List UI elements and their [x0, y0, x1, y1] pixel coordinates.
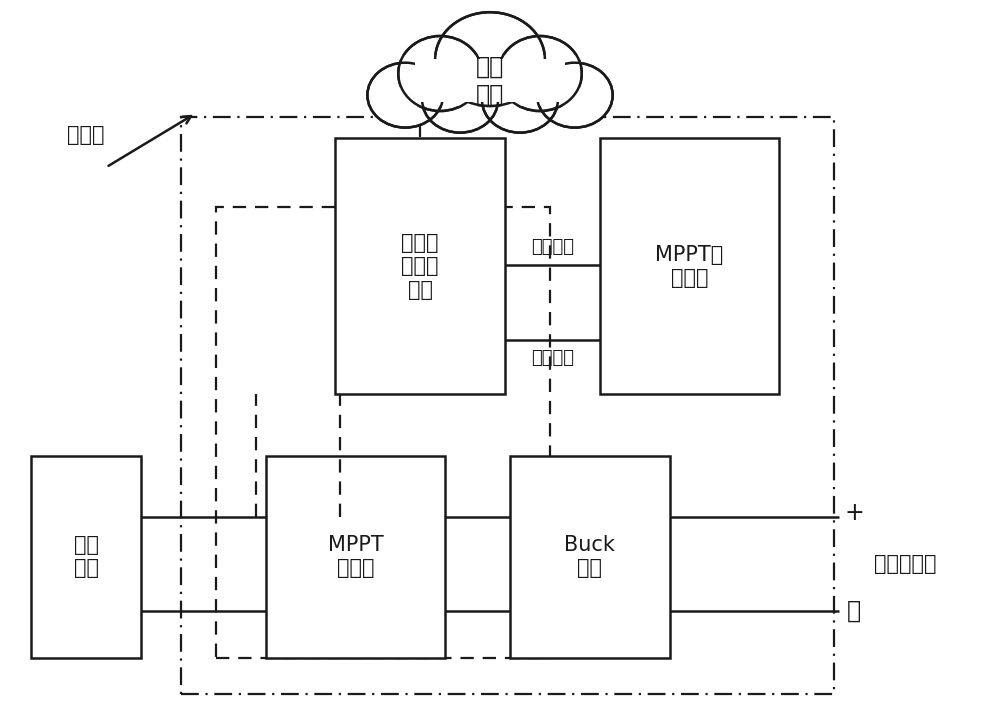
Ellipse shape: [537, 63, 613, 127]
Bar: [181, 117, 834, 694]
Text: 电流信号: 电流信号: [531, 350, 574, 367]
Ellipse shape: [367, 63, 443, 127]
Text: MPPT
主电路: MPPT 主电路: [328, 535, 383, 578]
Text: 优化器: 优化器: [67, 125, 105, 145]
Bar: [600, 138, 779, 395]
Bar: [216, 207, 550, 657]
Text: 远程
后台: 远程 后台: [476, 55, 504, 106]
Ellipse shape: [422, 68, 498, 132]
Text: －: －: [847, 599, 861, 623]
Bar: [31, 456, 141, 657]
Text: 光伏
组件: 光伏 组件: [74, 535, 99, 578]
Text: +: +: [844, 502, 864, 526]
Text: Buck
电路: Buck 电路: [564, 535, 615, 578]
Bar: [510, 456, 670, 657]
Text: 数据采
集处理
单元: 数据采 集处理 单元: [401, 233, 439, 300]
Ellipse shape: [482, 68, 558, 132]
Text: 稳定直流电: 稳定直流电: [874, 554, 936, 574]
Text: 电压信号: 电压信号: [531, 237, 574, 256]
Bar: [266, 456, 445, 657]
Bar: [400, 56, 580, 106]
Bar: [415, 59, 565, 102]
Bar: [335, 138, 505, 395]
Text: MPPT辅
助电路: MPPT辅 助电路: [655, 245, 724, 288]
Ellipse shape: [398, 36, 482, 111]
Ellipse shape: [498, 36, 582, 111]
Ellipse shape: [435, 12, 545, 106]
